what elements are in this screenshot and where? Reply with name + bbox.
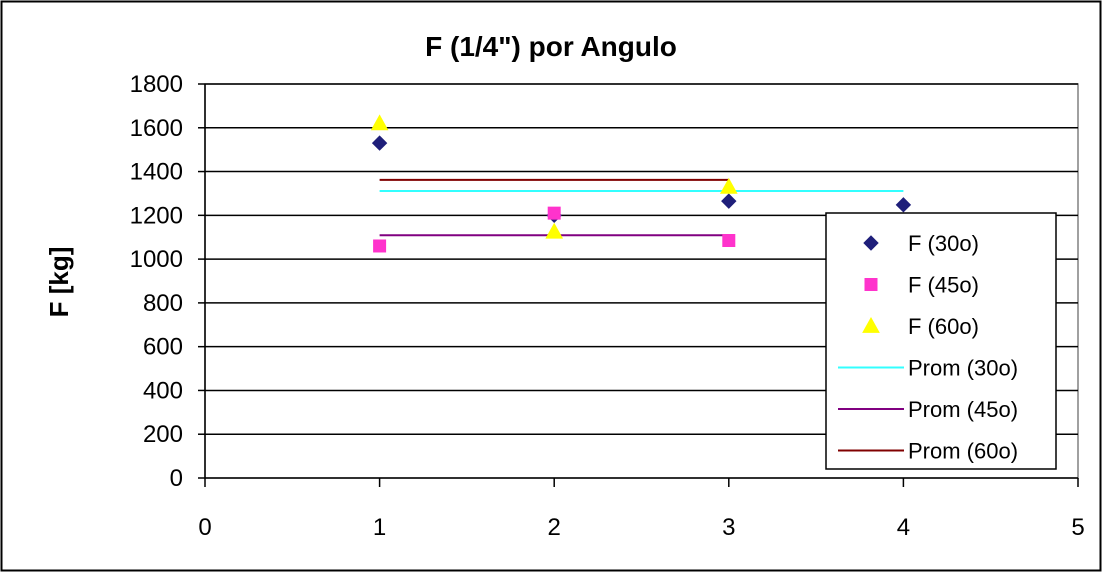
series-layer	[370, 114, 912, 253]
legend-label: F (60o)	[908, 314, 979, 339]
legend-marker-triangle	[862, 316, 880, 333]
x-tick-label-1: 1	[373, 514, 386, 541]
y-tick-label-1400: 1400	[130, 159, 183, 186]
legend: F (30o) F (45o) F (60o) Prom (30o) Prom (45o…	[825, 212, 1057, 470]
y-tick-label-1000: 1000	[130, 246, 183, 273]
legend-item: F (60o)	[862, 314, 979, 339]
data-point-diamond-4	[895, 197, 912, 213]
axes	[198, 83, 1079, 487]
x-tick-label-3: 3	[722, 514, 735, 541]
y-tick-label-800: 800	[143, 290, 183, 317]
x-tick-label-4: 4	[897, 514, 910, 541]
y-axis-label: F [kg]	[44, 247, 74, 318]
legend-item: F (45o)	[864, 273, 979, 298]
data-point-diamond-1	[371, 135, 388, 151]
y-tick-label-600: 600	[143, 334, 183, 361]
data-point-triangle-1	[370, 114, 389, 131]
y-tick-label-1200: 1200	[130, 202, 183, 229]
data-point-triangle-2	[545, 222, 564, 239]
legend-box	[825, 212, 1057, 470]
legend-label: F (30o)	[908, 231, 979, 256]
data-point-square-3	[722, 234, 736, 248]
legend-item: Prom (45o)	[838, 397, 1018, 422]
data-point-square-1	[373, 239, 387, 253]
data-point-triangle-3	[719, 177, 738, 194]
legend-item: Prom (60o)	[838, 439, 1018, 464]
series-f-60o-	[370, 114, 738, 239]
legend-label: Prom (45o)	[908, 397, 1018, 422]
legend-item: F (30o)	[863, 231, 979, 256]
y-tick-label-200: 200	[143, 421, 183, 448]
legend-marker-square	[864, 278, 878, 291]
y-tick-labels: 0 200 400 600 800 1000 1200 1400 1600 1800	[130, 71, 183, 492]
series-f-45o-	[373, 206, 736, 253]
y-tick-label-0: 0	[170, 465, 183, 492]
legend-label: F (45o)	[908, 273, 979, 298]
y-tick-label-1800: 1800	[130, 71, 183, 98]
legend-marker-diamond	[863, 235, 879, 251]
y-tick-label-400: 400	[143, 377, 183, 404]
data-point-diamond-3	[721, 193, 737, 209]
legend-label: Prom (30o)	[908, 356, 1018, 381]
legend-item: Prom (30o)	[838, 356, 1018, 381]
x-tick-label-2: 2	[548, 514, 561, 541]
x-tick-label-5: 5	[1071, 514, 1084, 541]
x-tick-label-0: 0	[198, 514, 211, 541]
legend-label: Prom (60o)	[908, 439, 1018, 464]
y-tick-label-1600: 1600	[130, 115, 183, 142]
x-tick-labels: 0 1 2 3 4 5	[198, 514, 1084, 541]
chart-title: F (1/4") por Angulo	[425, 31, 677, 62]
data-point-square-2	[547, 206, 561, 220]
